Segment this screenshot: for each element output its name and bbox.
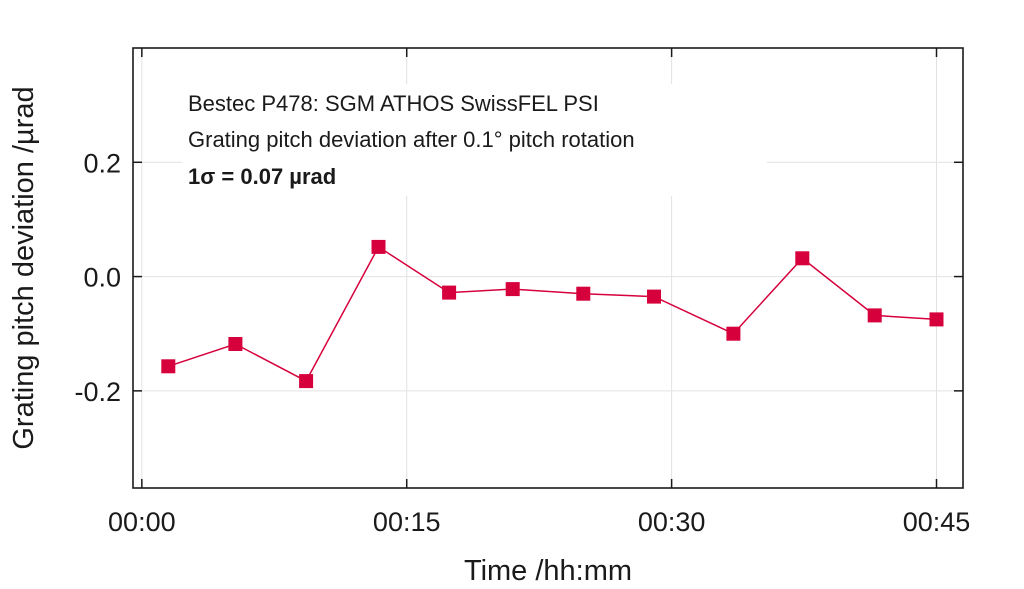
y-tick-label: 0.2: [83, 148, 121, 178]
x-axis-title: Time /hh:mm: [464, 555, 632, 587]
data-point-marker: [929, 312, 944, 327]
data-point-marker: [867, 308, 882, 323]
data-point-marker: [228, 337, 243, 351]
x-tick-label: 00:15: [373, 507, 441, 537]
annotation-box: Bestec P478: SGM ATHOS SwissFEL PSI Grat…: [182, 84, 767, 196]
data-point-marker: [505, 282, 520, 297]
axis-ticks: 00:00 00:15 00:30 00:45 0.2 0.0 -0.2: [74, 48, 970, 537]
annotation-background: [182, 84, 767, 196]
annotation-line-2: Grating pitch deviation after 0.1° pitch…: [188, 127, 635, 152]
data-point-marker: [299, 374, 314, 389]
data-point-marker: [371, 239, 386, 254]
data-point-marker: [726, 326, 741, 341]
data-point-marker: [647, 289, 661, 304]
data-point-marker: [576, 286, 591, 301]
x-tick-label: 00:45: [903, 507, 971, 537]
series-group: [161, 239, 944, 389]
data-point-marker: [442, 285, 457, 300]
x-tick-label: 00:30: [638, 507, 706, 537]
x-tick-label: 00:00: [108, 507, 176, 537]
plot-frame: [132, 47, 964, 489]
y-axis-title: Grating pitch deviation /µrad: [8, 86, 40, 449]
annotation-line-1: Bestec P478: SGM ATHOS SwissFEL PSI: [188, 91, 599, 116]
data-point-marker: [161, 359, 176, 374]
y-tick-label: -0.2: [74, 377, 121, 407]
annotation-line-3: 1σ = 0.07 µrad: [188, 164, 336, 189]
y-tick-label: 0.0: [83, 263, 121, 293]
data-point-marker: [795, 251, 810, 266]
series-line: [168, 245, 937, 383]
